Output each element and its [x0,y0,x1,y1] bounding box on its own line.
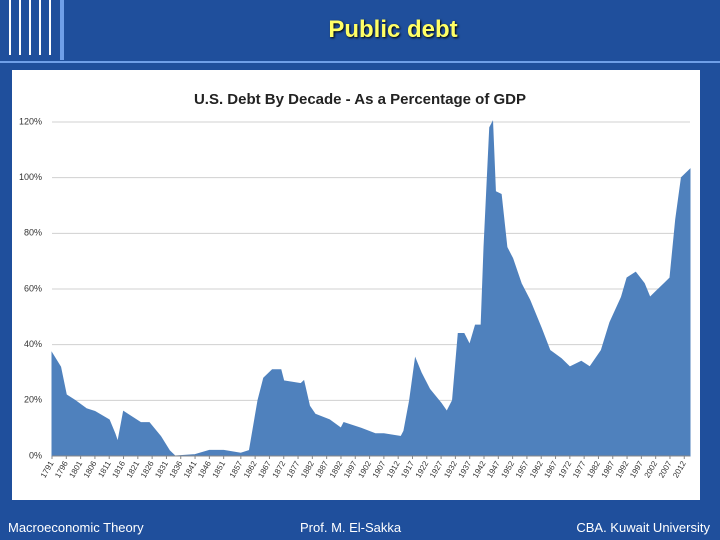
y-tick-label: 0% [29,450,42,460]
y-tick-label: 40% [24,339,42,349]
slide-title: Public debt [328,16,458,43]
y-tick-label: 100% [19,172,42,182]
chart-title: U.S. Debt By Decade - As a Percentage of… [194,91,526,108]
y-tick-label: 20% [24,395,42,405]
y-tick-label: 80% [24,228,42,238]
footer-center: Prof. M. El-Sakka [300,520,402,535]
y-tick-label: 120% [19,116,42,126]
y-tick-label: 60% [24,283,42,293]
footer-right: CBA. Kuwait University [576,520,710,535]
decoration [9,0,64,60]
footer-left: Macroeconomic Theory [8,520,144,535]
area [51,120,691,457]
